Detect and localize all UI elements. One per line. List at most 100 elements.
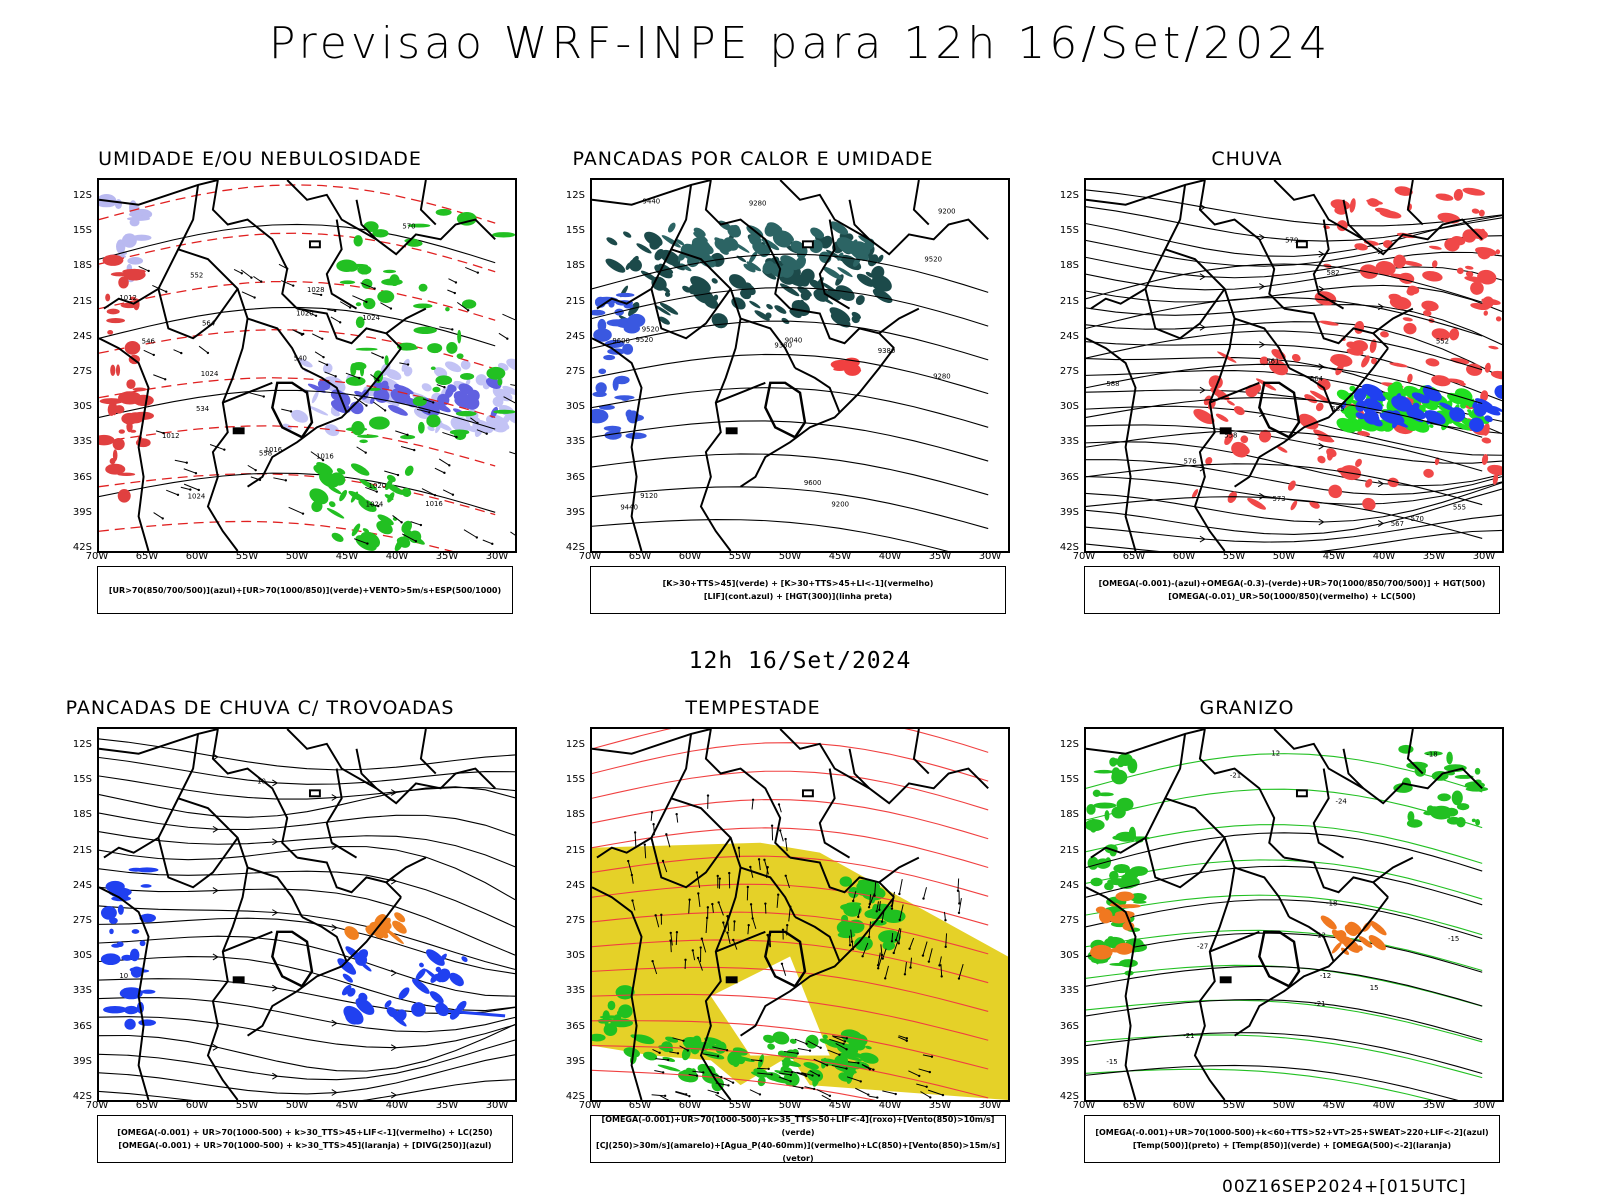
- wind-green: [763, 1034, 776, 1044]
- cape-shade: [775, 227, 782, 236]
- lon-tick-label: 40W: [878, 1100, 902, 1111]
- contour-label: 540: [294, 355, 307, 363]
- rain-red: [1357, 430, 1371, 437]
- green-contour: [406, 240, 423, 247]
- wind-vector-head: [716, 1055, 720, 1058]
- cape-shade: [768, 263, 786, 278]
- lon-tick-label: 35W: [928, 551, 952, 562]
- wind-vector: [365, 486, 377, 493]
- streamline: [1086, 266, 1502, 291]
- map-legend: [OMEGA(-0.001)+UR>70(1000-500)+k<60+TTS>…: [1084, 1115, 1500, 1163]
- streamline-arrow: [331, 794, 338, 801]
- wind-vector: [943, 911, 946, 921]
- wind-vector: [345, 372, 360, 379]
- wind-vector-head: [675, 931, 679, 934]
- lon-tick-label: 70W: [578, 551, 602, 562]
- contour-line: [1086, 859, 1483, 900]
- divg-blue: [124, 1018, 136, 1030]
- rain-red: [1403, 322, 1417, 335]
- country-border: [1086, 886, 1137, 1100]
- lat-tick-label: 24S: [565, 879, 585, 891]
- map-frame: [590, 727, 1010, 1102]
- divg-blue: [449, 972, 464, 987]
- contour-line: [1086, 788, 1483, 829]
- rain-red: [1313, 429, 1334, 443]
- wind-vector-head: [767, 1067, 770, 1071]
- green-contour: [359, 439, 368, 444]
- streamline: [99, 935, 515, 997]
- wind-vector: [627, 860, 633, 875]
- contour-line: [1086, 463, 1483, 506]
- wind-green: [780, 1066, 793, 1076]
- wind-vector-head: [737, 846, 741, 850]
- divg-blue: [355, 997, 375, 1015]
- streamline: [99, 886, 515, 956]
- rain-green: [1352, 420, 1371, 431]
- divg-blue: [130, 966, 143, 978]
- streamline-arrow: [1377, 480, 1385, 488]
- wind-vector-head: [451, 328, 454, 331]
- contour-label: 1024: [362, 314, 380, 322]
- rain-red: [1259, 356, 1269, 366]
- wind-vector-head: [718, 877, 721, 880]
- green-contour: [486, 366, 506, 380]
- wind-green: [616, 1009, 629, 1017]
- wind-vector: [797, 1047, 811, 1052]
- wind-vector: [895, 927, 901, 941]
- wind-vector: [899, 904, 904, 920]
- contour-line: [99, 472, 496, 513]
- contour-line: [592, 770, 989, 811]
- wind-vector: [675, 1091, 690, 1097]
- rain-red: [1449, 328, 1460, 341]
- lat-tick-label: 42S: [565, 542, 585, 553]
- wind-vector-head: [857, 915, 860, 919]
- cape-shade: [661, 235, 681, 248]
- rain-red: [1453, 188, 1464, 201]
- country-border: [1234, 347, 1389, 488]
- country-border: [99, 886, 150, 1100]
- contour-label: 1024: [201, 370, 219, 378]
- wind-green: [781, 1059, 802, 1067]
- lon-tick-label: 50W: [1272, 1100, 1296, 1111]
- contour-label: 534: [196, 405, 209, 413]
- wind-vector: [927, 1089, 944, 1096]
- panel-title: CHUVA: [1211, 148, 1283, 170]
- lat-tick-label: 18S: [72, 809, 92, 821]
- divg-blue: [119, 987, 143, 1000]
- divg-blue: [100, 953, 121, 966]
- green-contour: [351, 523, 361, 537]
- wind-vector-head: [859, 1080, 862, 1083]
- lon-tick-label: 30W: [485, 1100, 509, 1111]
- streamline: [99, 775, 515, 800]
- contour-label: 9600: [804, 479, 822, 487]
- wind-vector-head: [747, 923, 750, 927]
- rain-red: [1346, 347, 1364, 356]
- wind-vector-head: [770, 1073, 773, 1076]
- green-contour: [426, 414, 441, 428]
- cape-shade: [658, 316, 670, 325]
- wind-vector-head: [784, 874, 787, 877]
- cape-shade: [837, 267, 853, 278]
- wind-vector-head: [817, 1074, 821, 1077]
- wind-vector-head: [643, 843, 646, 846]
- rain-red: [1444, 238, 1460, 252]
- contour-line: [1086, 1034, 1483, 1079]
- country-border: [912, 729, 930, 775]
- lat-tick-label: 36S: [1059, 471, 1079, 483]
- wind-vector-head: [825, 1064, 829, 1067]
- red-contour: [105, 463, 126, 475]
- wind-vector: [456, 301, 469, 311]
- rain-blue: [1391, 418, 1409, 428]
- wind-vector-head: [389, 307, 393, 310]
- wind-vector-head: [780, 962, 784, 965]
- country-border: [704, 180, 791, 310]
- wind-vector-head: [375, 490, 378, 493]
- wind-vector-head: [406, 363, 410, 366]
- divg-blue: [347, 988, 356, 997]
- legend-line: [OMEGA(-0.001) + UR>70(1000-500) + k>30_…: [118, 1141, 492, 1150]
- wind-vector-head: [828, 1094, 832, 1098]
- country-border: [271, 930, 314, 988]
- country-border: [1258, 381, 1301, 439]
- wind-vector-head: [262, 395, 265, 398]
- wind-vector-head: [414, 540, 418, 543]
